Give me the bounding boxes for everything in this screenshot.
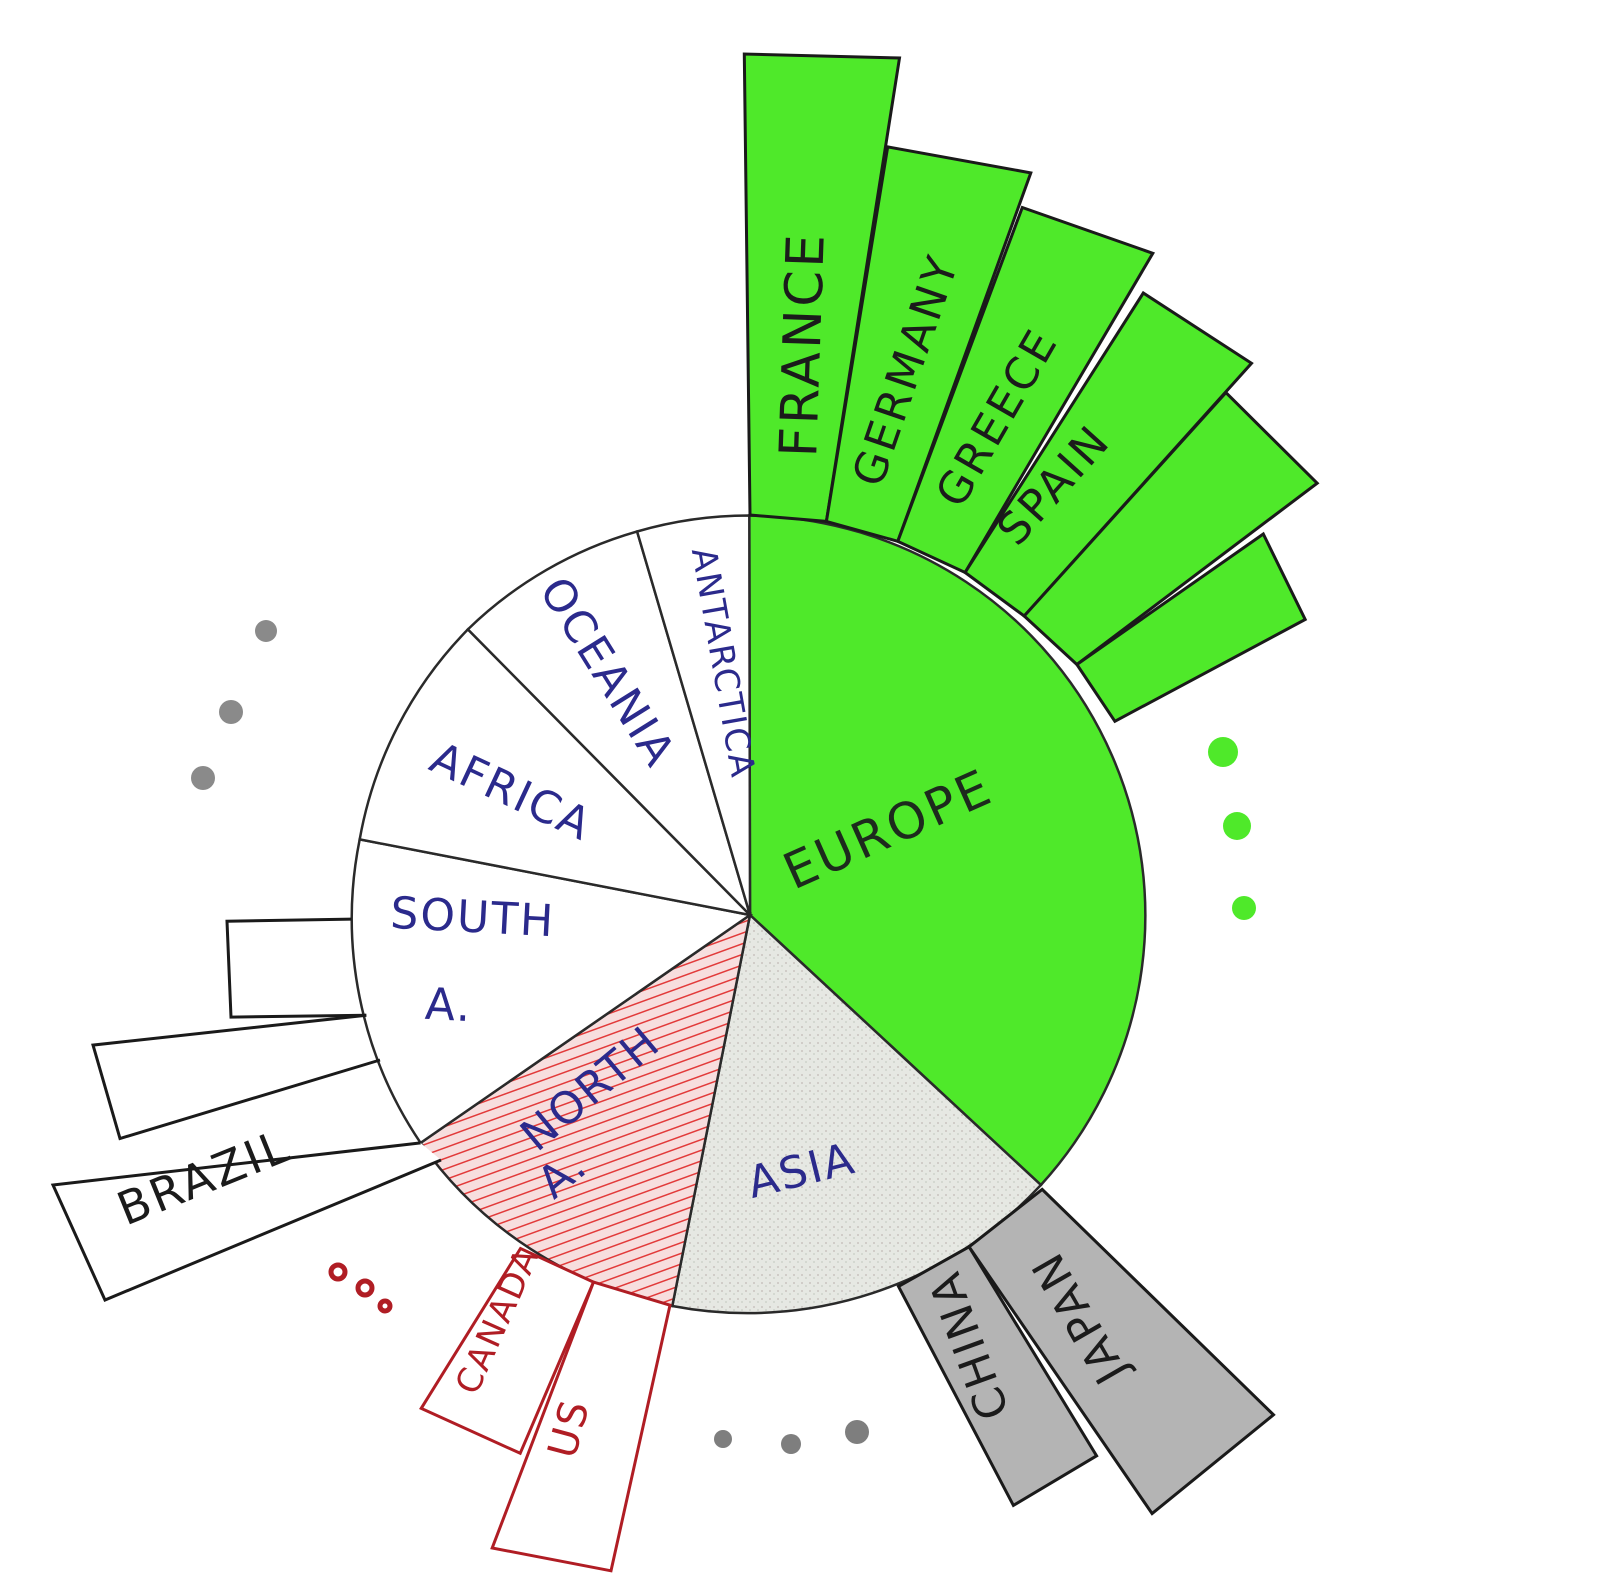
bar-europe-6	[1074, 531, 1308, 724]
bar-germany	[824, 145, 1033, 544]
bar-france	[742, 52, 902, 524]
bar-europe-5	[1022, 390, 1320, 667]
bar-spain	[963, 290, 1254, 619]
europe-country-bars	[742, 52, 1320, 724]
dots-north-america	[328, 1262, 393, 1314]
dots-upper-left	[191, 620, 277, 790]
label-france: FRANCE	[769, 231, 837, 459]
bar-south-america-2	[91, 1013, 381, 1141]
bar-greece	[895, 205, 1156, 575]
bar-brazil	[50, 1141, 442, 1302]
dots-europe	[1208, 737, 1256, 920]
bar-us	[490, 1280, 672, 1573]
sector-africa	[358, 627, 754, 917]
dots-asia	[714, 1420, 869, 1454]
sector-oceania	[466, 529, 752, 916]
sector-south-america	[350, 837, 754, 1145]
south-america-country-bars	[50, 917, 442, 1302]
bar-china	[896, 1244, 1099, 1508]
continent-pie	[350, 514, 1147, 1315]
continuation-dots	[191, 620, 1256, 1454]
label-south-america-line2: A.	[424, 979, 474, 1032]
sector-europe	[748, 514, 1147, 1187]
bar-japan	[967, 1187, 1276, 1516]
asia-country-bars	[896, 1187, 1276, 1516]
bar-canada	[419, 1246, 596, 1456]
bar-south-america-1	[225, 917, 367, 1019]
north-america-country-bars	[419, 1246, 672, 1573]
label-south-america-line1: SOUTH	[389, 888, 556, 948]
